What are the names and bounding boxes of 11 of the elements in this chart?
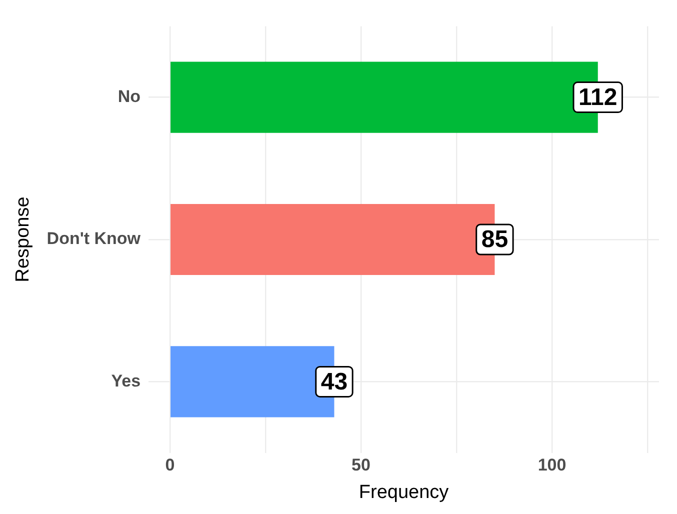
y-tick-label: No [118,86,141,106]
y-tick-label: Don't Know [46,229,142,248]
data-label: 85 [481,226,508,254]
data-label: 43 [320,368,348,396]
x-axis-title: Frequency [358,482,450,503]
y-axis-title: Response [12,196,34,282]
x-tick-label: 50 [352,456,370,475]
data-label: 112 [578,84,618,111]
x-tick-label: 0 [165,456,175,475]
y-tick-label: Yes [111,371,141,390]
x-tick-label: 100 [538,456,566,475]
